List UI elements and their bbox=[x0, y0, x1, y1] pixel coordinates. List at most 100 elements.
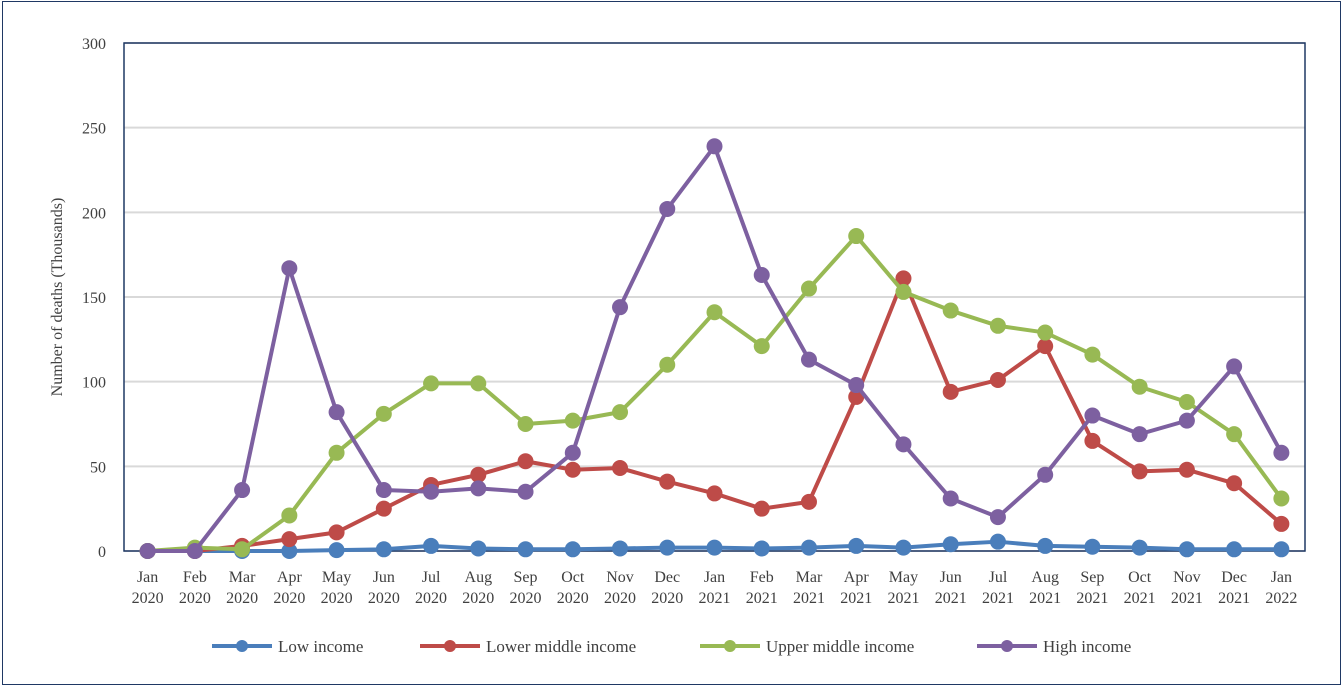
x-tick-year: 2021 bbox=[887, 590, 919, 607]
data-point bbox=[375, 405, 392, 422]
legend-marker bbox=[724, 640, 736, 652]
legend-label: Low income bbox=[278, 637, 363, 656]
data-point bbox=[1273, 541, 1290, 558]
data-point bbox=[470, 375, 487, 392]
x-tick-year: 2021 bbox=[840, 590, 872, 607]
x-axis-ticks: Jan 2020 Feb 2020 Mar 2020 Apr 2020 May 2020 Jun 20… bbox=[132, 569, 1298, 607]
data-point bbox=[281, 507, 298, 524]
data-point bbox=[1226, 541, 1243, 558]
data-point bbox=[1226, 358, 1243, 375]
data-point bbox=[1273, 515, 1290, 532]
legend-item-3: High income bbox=[977, 637, 1131, 656]
legend-label: Upper middle income bbox=[766, 637, 914, 656]
data-point bbox=[1178, 541, 1195, 558]
data-point bbox=[328, 404, 345, 421]
x-tick-month: Apr bbox=[844, 569, 870, 586]
data-point bbox=[753, 266, 770, 283]
legend-marker bbox=[236, 640, 248, 652]
y-tick-label: 50 bbox=[90, 459, 106, 476]
data-point bbox=[800, 493, 817, 510]
data-point bbox=[942, 302, 959, 319]
x-tick-month: Jun bbox=[940, 569, 962, 586]
data-point bbox=[1084, 346, 1101, 363]
data-point bbox=[423, 375, 440, 392]
x-tick-month: Mar bbox=[229, 569, 256, 586]
data-point bbox=[564, 444, 581, 461]
data-point bbox=[1084, 407, 1101, 424]
series-1 bbox=[139, 270, 1290, 559]
data-point bbox=[989, 317, 1006, 334]
y-tick-label: 300 bbox=[82, 36, 106, 53]
data-point bbox=[800, 539, 817, 556]
y-tick-label: 150 bbox=[82, 290, 106, 307]
x-tick-year: 2021 bbox=[1124, 590, 1156, 607]
data-point bbox=[895, 539, 912, 556]
x-tick-year: 2021 bbox=[699, 590, 731, 607]
series-group bbox=[139, 138, 1290, 559]
data-point bbox=[753, 500, 770, 517]
data-point bbox=[328, 524, 345, 541]
data-point bbox=[139, 543, 156, 559]
data-point bbox=[612, 460, 629, 477]
data-point bbox=[848, 377, 865, 394]
x-tick-year: 2020 bbox=[321, 590, 353, 607]
x-tick-month: Jan bbox=[704, 569, 725, 586]
x-tick-year: 2021 bbox=[1218, 590, 1250, 607]
data-point bbox=[423, 483, 440, 500]
x-tick-month: Aug bbox=[1031, 569, 1059, 586]
data-point bbox=[753, 338, 770, 355]
data-point bbox=[186, 543, 203, 559]
data-point bbox=[1037, 466, 1054, 483]
data-point bbox=[1178, 393, 1195, 410]
data-point bbox=[895, 283, 912, 300]
series-line bbox=[147, 234, 1283, 553]
data-point bbox=[1178, 461, 1195, 478]
x-tick-month: Jan bbox=[137, 569, 158, 586]
data-point bbox=[989, 371, 1006, 388]
data-point bbox=[848, 228, 865, 245]
x-tick-year: 2021 bbox=[1171, 590, 1203, 607]
data-point bbox=[1226, 426, 1243, 443]
x-tick-month: Oct bbox=[1128, 569, 1152, 586]
data-point bbox=[564, 541, 581, 558]
data-point bbox=[1178, 412, 1195, 429]
legend-item-2: Upper middle income bbox=[700, 637, 914, 656]
legend-item-0: Low income bbox=[212, 637, 363, 656]
legend-item-1: Lower middle income bbox=[420, 637, 636, 656]
x-tick-year: 2020 bbox=[179, 590, 211, 607]
data-point bbox=[612, 404, 629, 421]
data-point bbox=[659, 473, 676, 490]
x-tick-year: 2022 bbox=[1265, 590, 1297, 607]
x-tick-year: 2020 bbox=[462, 590, 494, 607]
x-tick-month: May bbox=[889, 569, 918, 586]
data-point bbox=[942, 536, 959, 553]
y-tick-label: 100 bbox=[82, 375, 106, 392]
x-tick-month: Oct bbox=[561, 569, 585, 586]
data-point bbox=[281, 543, 298, 559]
legend-label: Lower middle income bbox=[486, 637, 636, 656]
x-tick-year: 2020 bbox=[273, 590, 305, 607]
data-point bbox=[1084, 432, 1101, 449]
x-tick-year: 2021 bbox=[982, 590, 1014, 607]
legend-label: High income bbox=[1043, 637, 1131, 656]
x-tick-month: Feb bbox=[750, 569, 774, 586]
x-tick-month: Nov bbox=[1173, 569, 1201, 586]
data-point bbox=[942, 383, 959, 400]
data-point bbox=[470, 480, 487, 497]
x-tick-year: 2020 bbox=[557, 590, 589, 607]
x-tick-month: Jan bbox=[1271, 569, 1292, 586]
y-axis-label: Number of deaths (Thousands) bbox=[49, 198, 66, 397]
x-tick-month: Jul bbox=[422, 569, 441, 586]
x-tick-year: 2020 bbox=[226, 590, 258, 607]
x-tick-month: Nov bbox=[606, 569, 634, 586]
x-tick-year: 2021 bbox=[793, 590, 825, 607]
x-tick-month: Dec bbox=[654, 569, 680, 586]
data-point bbox=[1131, 378, 1148, 395]
data-point bbox=[328, 542, 345, 559]
data-point bbox=[281, 260, 298, 277]
x-tick-year: 2021 bbox=[746, 590, 778, 607]
x-tick-month: May bbox=[322, 569, 351, 586]
data-point bbox=[1273, 490, 1290, 507]
data-point bbox=[1037, 537, 1054, 554]
